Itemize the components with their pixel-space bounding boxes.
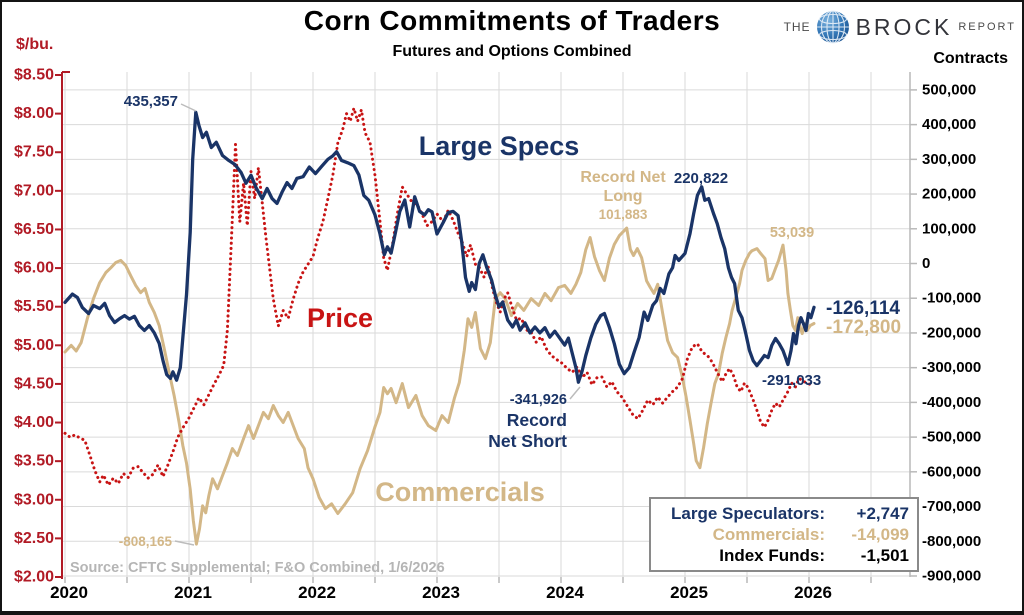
left-axis-tick-label: $8.50 [14, 67, 54, 84]
right-axis-tick-label: -300,000 [922, 359, 981, 376]
brock-report-logo: THE BROCK REPORT [784, 10, 1016, 44]
right-axis: 500,000 400,000 300,000 200,000 100,000 0 -100… [909, 72, 981, 584]
right-axis-tick-label: 200,000 [922, 186, 976, 203]
left-axis-tick-label: $3.50 [14, 453, 54, 470]
annotation-label-price: Price [307, 303, 373, 333]
logo-brock-text: BROCK [855, 13, 953, 40]
annotation-current-large-specs: -126,114 [826, 298, 900, 319]
left-axis-tick-label: $3.00 [14, 491, 54, 508]
left-axis-unit-label: $/bu. [16, 36, 54, 53]
annotation-label-large-specs: Large Specs [419, 131, 580, 161]
legend-value: +2,747 [856, 504, 909, 523]
left-axis-tick-label: $7.50 [14, 144, 54, 161]
right-axis-tick-label: 0 [922, 255, 930, 272]
annotation-peak-commercials-2025: 53,039 [770, 225, 814, 241]
legend-label: Large Speculators: [671, 504, 825, 523]
annotation-record-net-long-2: Long [603, 188, 642, 205]
right-axis-tick-label: -600,000 [922, 463, 981, 480]
annotation-record-net-long-value: 101,883 [599, 207, 648, 222]
right-axis-tick-label: -900,000 [922, 567, 981, 584]
peak-large-specs-2021-leader [180, 103, 197, 112]
right-axis-tick-label: 100,000 [922, 220, 976, 237]
right-axis-tick-label: 500,000 [922, 81, 976, 98]
source-note: Source: CFTC Supplemental; F&O Combined,… [70, 560, 445, 576]
left-axis-tick-label: $2.00 [14, 568, 54, 585]
left-axis-tick-label: $4.50 [14, 375, 54, 392]
right-axis-tick-label: 400,000 [922, 116, 976, 133]
annotation-label-commercials: Commercials [375, 477, 545, 507]
left-axis-tick-label: $2.50 [14, 530, 54, 547]
annotation-record-net-short-1: Record [507, 410, 567, 430]
left-axis-tick-label: $7.00 [14, 182, 54, 199]
chart-title: Corn Commitments of Traders [303, 5, 721, 36]
record-net-short-value-leader [569, 386, 581, 400]
summary-legend-box: Large Speculators: +2,747 Commercials: -… [649, 497, 919, 572]
annotation-peak-large-specs-2025: 220,822 [674, 170, 728, 187]
legend-value: -14,099 [851, 525, 909, 544]
series-large-specs-line [63, 110, 816, 384]
legend-label: Commercials: [712, 525, 825, 544]
logo-report-text: REPORT [958, 21, 1016, 33]
annotation-record-commercials-short: -808,165 [119, 534, 173, 549]
left-axis-tick-label: $5.00 [14, 337, 54, 354]
left-axis: $8.50 $8.00 $7.50 $7.00 $6.50 $6.00 $5.50 $5.00… [14, 67, 70, 585]
bottom-axis: 2020 2021 2022 2023 2024 2025 2026 [50, 577, 872, 602]
left-axis-tick-label: $6.00 [14, 260, 54, 277]
legend-value: -1,501 [860, 546, 909, 565]
x-axis-year-label: 2022 [298, 583, 336, 602]
annotation-record-net-short-value: -341,926 [510, 392, 567, 408]
legend-row-index-funds: Index Funds: -1,501 [657, 545, 909, 566]
chart-subtitle: Futures and Options Combined [392, 43, 632, 60]
legend-row-large-speculators: Large Speculators: +2,747 [657, 503, 909, 524]
record-commercials-short-leader [174, 540, 195, 546]
annotation-record-net-long-1: Record Net [580, 169, 666, 186]
right-axis-tick-label: 300,000 [922, 151, 976, 168]
series-group [63, 106, 816, 546]
annotation-current-commercials: -172,800 [826, 317, 901, 338]
left-axis-tick-label: $5.50 [14, 298, 54, 315]
right-axis-tick-label: -500,000 [922, 429, 981, 446]
right-axis-tick-label: -700,000 [922, 498, 981, 515]
left-axis-tick-label: $6.50 [14, 221, 54, 238]
x-axis-year-label: 2020 [50, 583, 88, 602]
x-axis-year-label: 2024 [546, 583, 584, 602]
legend-label: Index Funds: [719, 546, 825, 565]
x-axis-year-label: 2026 [794, 583, 832, 602]
x-axis-year-label: 2025 [670, 583, 708, 602]
right-axis-tick-label: -100,000 [922, 290, 981, 307]
right-axis-tick-label: -400,000 [922, 394, 981, 411]
annotations: 435,357 Large Specs Price Record Net Long 101… [119, 93, 901, 549]
legend-row-commercials: Commercials: -14,099 [657, 524, 909, 545]
annotation-peak-large-specs-2021: 435,357 [124, 93, 178, 110]
right-axis-unit-label: Contracts [933, 50, 1008, 67]
series-commercials-line [63, 226, 816, 546]
x-axis-year-label: 2021 [174, 583, 212, 602]
annotation-record-net-short-2: Net Short [488, 431, 567, 451]
annotation-low-large-specs-2025: -291,033 [762, 372, 821, 389]
series-price-line [63, 106, 816, 487]
logo-the-text: THE [783, 20, 811, 34]
left-axis-tick-label: $8.00 [14, 105, 54, 122]
right-axis-tick-label: -800,000 [922, 533, 981, 550]
left-axis-tick-label: $4.00 [14, 414, 54, 431]
x-axis-year-label: 2023 [422, 583, 460, 602]
globe-icon [816, 10, 849, 44]
right-axis-tick-label: -200,000 [922, 324, 981, 341]
